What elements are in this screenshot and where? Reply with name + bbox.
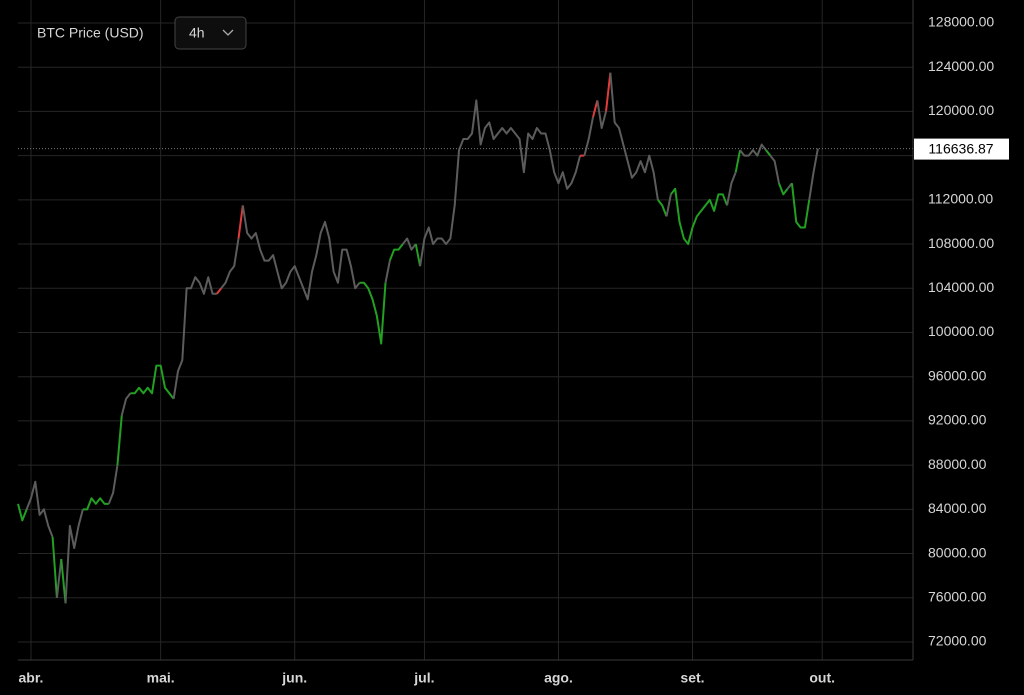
price-line-segment	[583, 116, 595, 156]
y-tick-label: 100000.00	[928, 323, 994, 339]
price-line-segment	[116, 415, 123, 466]
price-line-segment	[790, 183, 811, 229]
price-line-segment	[596, 100, 607, 129]
price-line-segment	[665, 194, 672, 217]
price-line-segment	[51, 536, 58, 598]
price-line-segment	[359, 281, 387, 345]
price-line-segment	[55, 558, 63, 598]
y-tick-label: 120000.00	[928, 102, 994, 118]
price-line-segment	[384, 260, 391, 283]
grid	[18, 0, 913, 660]
dropdown-value[interactable]: 4h	[189, 25, 205, 41]
price-line	[17, 72, 913, 604]
y-tick-label: 108000.00	[928, 235, 994, 251]
price-line-segment	[82, 497, 109, 511]
y-tick-label: 104000.00	[928, 279, 994, 295]
price-line-segment	[414, 243, 422, 267]
y-tick-label: 80000.00	[928, 544, 987, 560]
price-line-segment	[64, 509, 84, 604]
price-line-segment	[172, 276, 217, 399]
y-tick-label: 96000.00	[928, 367, 987, 383]
y-tick-label: 76000.00	[928, 588, 987, 604]
chart-title: BTC Price (USD)	[37, 25, 144, 41]
price-line-segment	[726, 171, 737, 206]
price-line-segment	[419, 99, 582, 267]
last-price-label: 116636.87	[928, 140, 993, 156]
price-line-segment	[241, 205, 361, 301]
price-line-segment	[605, 72, 612, 112]
x-tick-label: jun.	[281, 670, 307, 686]
last-price-box	[914, 138, 1009, 160]
x-tick-label: ago.	[544, 670, 573, 686]
price-line-segment	[609, 72, 659, 201]
price-line-segment	[25, 480, 54, 538]
price-line-segment	[739, 143, 767, 157]
y-tick-label: 128000.00	[928, 14, 994, 30]
price-line-segment	[808, 148, 819, 201]
dropdown-chevron[interactable]	[222, 29, 234, 36]
price-line-segment	[592, 100, 599, 118]
x-tick-label: jul.	[413, 670, 434, 686]
price-line-segment	[778, 182, 789, 196]
price-line-segment	[765, 149, 772, 157]
axis-labels: 72000.00 76000.00 80000.00 84000.00 88000.00…	[19, 14, 1009, 686]
x-tick-label: mai.	[147, 670, 175, 686]
price-line-segment	[120, 392, 132, 416]
y-tick-label: 88000.00	[928, 456, 987, 472]
y-tick-label: 84000.00	[928, 500, 987, 516]
x-tick-label: set.	[680, 670, 704, 686]
price-line-segment	[130, 364, 175, 400]
price-line-segment	[216, 287, 222, 295]
price-line-segment	[107, 464, 119, 505]
interval-dropdown[interactable]: 4h	[174, 16, 247, 50]
price-line-segment	[402, 237, 417, 251]
y-tick-label: 124000.00	[928, 58, 994, 74]
y-tick-label: 112000.00	[928, 191, 993, 207]
y-tick-label: 92000.00	[928, 412, 987, 428]
price-line-segment	[237, 205, 244, 239]
price-line-segment	[388, 243, 404, 262]
x-tick-label: out.	[809, 670, 835, 686]
price-line-segment	[670, 187, 729, 246]
price-line-segment	[769, 155, 780, 184]
y-tick-label: 72000.00	[928, 633, 987, 649]
price-line-segment	[734, 149, 742, 173]
price-line-segment	[657, 199, 668, 217]
x-tick-label: abr.	[19, 670, 44, 686]
dropdown-box[interactable]	[174, 16, 247, 50]
price-line-segment	[17, 503, 28, 522]
price-line-segment	[220, 238, 240, 289]
price-line-segment	[60, 558, 67, 604]
